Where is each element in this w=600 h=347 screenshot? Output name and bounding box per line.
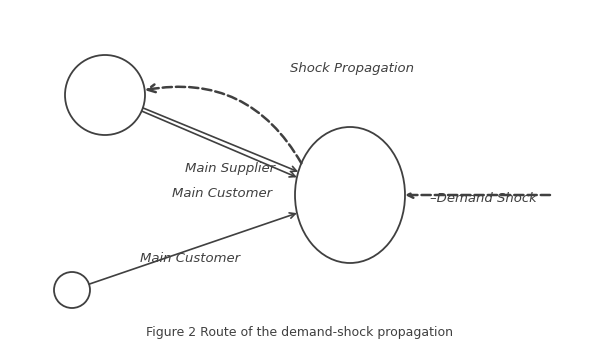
Text: Shock Propagation: Shock Propagation [290,61,414,75]
Ellipse shape [54,272,90,308]
Text: Main Customer: Main Customer [172,186,272,200]
Ellipse shape [65,55,145,135]
Text: Main Supplier: Main Supplier [185,161,275,175]
Text: Main Customer: Main Customer [140,252,240,264]
Ellipse shape [295,127,405,263]
Text: –Demand Shock: –Demand Shock [430,192,537,204]
FancyArrowPatch shape [148,84,301,163]
Text: Figure 2 Route of the demand-shock propagation: Figure 2 Route of the demand-shock propa… [146,326,454,339]
